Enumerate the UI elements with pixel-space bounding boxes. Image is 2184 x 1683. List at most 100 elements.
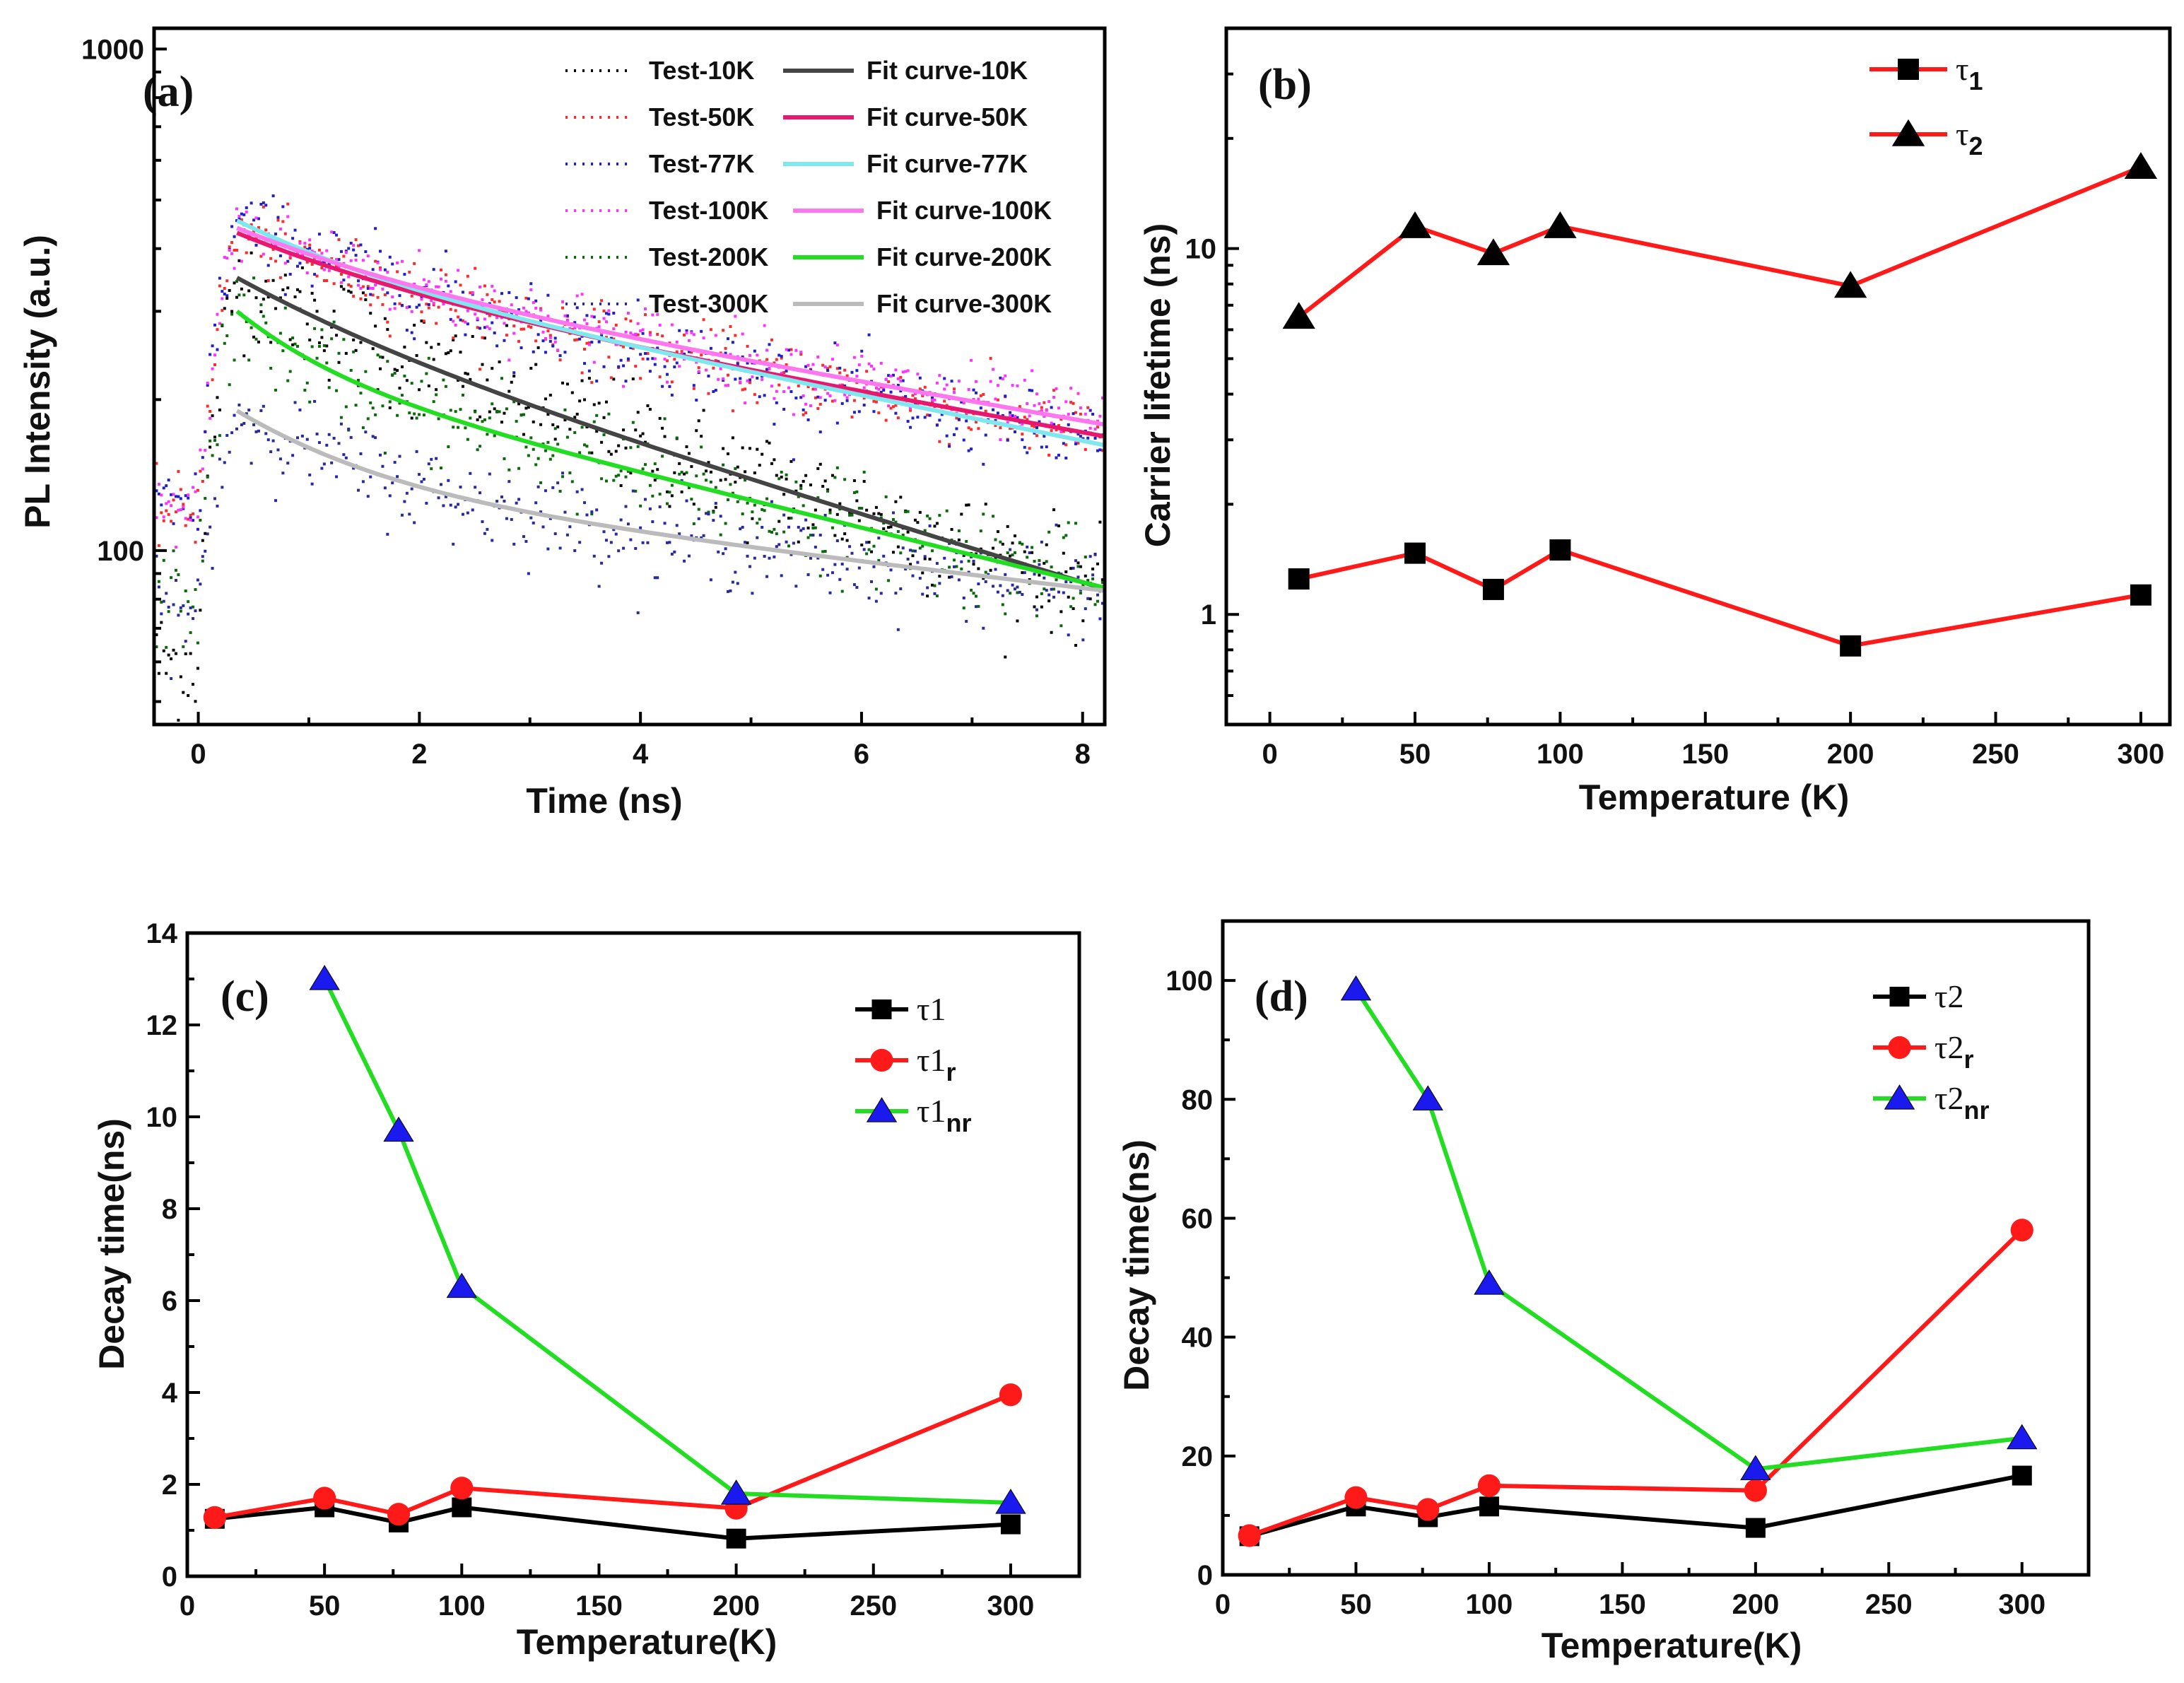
test-point xyxy=(631,334,635,337)
test-point xyxy=(921,592,924,596)
test-point xyxy=(874,587,878,591)
test-point xyxy=(782,371,786,375)
test-point xyxy=(838,577,842,581)
test-point xyxy=(887,579,891,582)
test-point xyxy=(670,494,674,498)
legend-symbol: τ2 xyxy=(1935,978,1964,1014)
test-point xyxy=(1028,551,1031,554)
test-point xyxy=(182,503,185,506)
test-point xyxy=(680,471,683,474)
test-point xyxy=(444,279,447,283)
test-point xyxy=(440,467,443,470)
test-point xyxy=(237,215,241,218)
test-point xyxy=(575,294,579,298)
test-point xyxy=(206,384,209,387)
test-point xyxy=(736,500,739,503)
test-point xyxy=(167,500,170,503)
test-point xyxy=(211,367,214,370)
test-point xyxy=(585,314,589,317)
test-point xyxy=(838,502,842,505)
test-point xyxy=(644,440,647,444)
test-point xyxy=(928,524,932,528)
test-point xyxy=(1086,578,1090,582)
test-point xyxy=(816,356,820,359)
test-point xyxy=(731,491,734,495)
test-point xyxy=(167,610,170,614)
test-point xyxy=(612,377,616,381)
test-point xyxy=(558,358,562,362)
test-point xyxy=(339,285,343,288)
test-point xyxy=(254,216,258,220)
test-point xyxy=(413,521,416,524)
test-point xyxy=(626,357,630,360)
test-point xyxy=(943,399,946,403)
test-point xyxy=(393,371,397,375)
test-point xyxy=(551,486,555,489)
test-point xyxy=(532,521,535,524)
test-point xyxy=(974,605,977,609)
test-point xyxy=(597,401,601,405)
test-point xyxy=(636,322,640,325)
test-point xyxy=(505,324,508,327)
test-point xyxy=(692,384,695,387)
test-point xyxy=(466,322,469,326)
test-point xyxy=(641,432,645,435)
test-point xyxy=(580,293,584,296)
series-marker-2 xyxy=(2007,1424,2038,1450)
test-point xyxy=(758,517,761,521)
test-point xyxy=(848,513,852,517)
test-point xyxy=(826,392,830,395)
test-point xyxy=(1028,414,1031,418)
panel-b-y-axis-title: Carrier lifetime (ns) xyxy=(1138,223,1178,547)
test-point xyxy=(209,445,212,449)
test-point xyxy=(828,365,832,368)
test-point xyxy=(264,279,268,283)
test-point xyxy=(609,336,613,340)
test-point xyxy=(182,505,185,509)
test-point xyxy=(707,461,710,464)
test-point xyxy=(962,438,965,442)
test-point xyxy=(342,278,346,282)
test-point xyxy=(524,406,528,410)
test-point xyxy=(266,279,270,283)
legend-swatch-marker xyxy=(870,1048,893,1072)
test-point xyxy=(770,500,773,503)
test-point xyxy=(787,348,791,352)
test-point xyxy=(775,545,778,549)
test-point xyxy=(802,408,805,411)
test-point xyxy=(651,520,654,524)
test-point xyxy=(595,380,599,383)
test-point xyxy=(354,348,358,352)
legend-label: τ2 xyxy=(1935,978,1964,1014)
test-point xyxy=(278,296,282,300)
test-point xyxy=(196,578,199,582)
test-point xyxy=(352,295,356,298)
test-point xyxy=(1084,607,1087,611)
test-point xyxy=(240,259,243,263)
test-point xyxy=(609,376,613,380)
test-point xyxy=(916,561,920,564)
test-point xyxy=(843,368,847,372)
test-point xyxy=(794,585,798,588)
test-point xyxy=(259,409,263,412)
y-tick-label: 40 xyxy=(1182,1323,1214,1354)
test-point xyxy=(712,519,715,522)
test-point xyxy=(1069,567,1073,570)
test-point xyxy=(683,472,686,476)
test-point xyxy=(432,358,435,361)
test-point xyxy=(322,268,326,271)
test-point xyxy=(1067,521,1070,524)
test-point xyxy=(274,499,278,503)
test-point xyxy=(734,377,737,381)
test-point xyxy=(218,457,221,461)
test-point xyxy=(816,406,820,410)
test-point xyxy=(874,599,878,603)
test-point xyxy=(240,212,243,216)
test-point xyxy=(266,264,270,267)
test-point xyxy=(335,258,339,262)
test-point xyxy=(459,486,462,489)
test-point xyxy=(644,463,647,467)
test-point xyxy=(926,414,929,417)
test-point xyxy=(532,420,535,423)
y-tick-label: 0 xyxy=(1197,1560,1213,1591)
